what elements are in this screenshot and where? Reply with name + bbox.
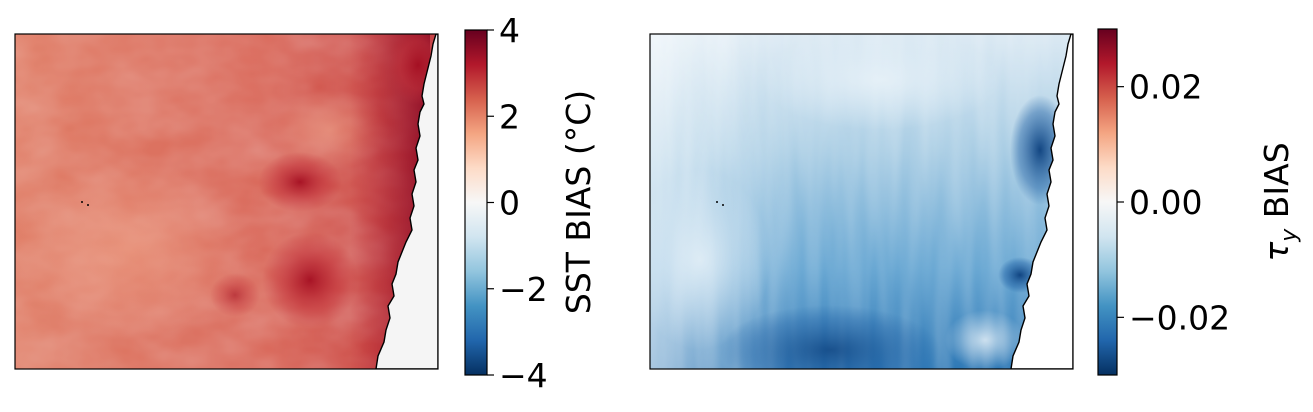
sst-colorbar-label: SST BIAS (°C) <box>559 90 598 314</box>
tau-colorbar-ticks: 0.02 0.00 −0.02 <box>1117 68 1230 337</box>
tau-bias-map <box>650 34 1073 369</box>
sst-map-frame <box>14 33 439 370</box>
colorbar-tick-label: −2 <box>499 270 548 309</box>
tau-label-subscript: y <box>1277 228 1302 243</box>
colorbar-tick-label: 4 <box>499 11 520 50</box>
sst-light-patch <box>15 160 250 340</box>
land-mask <box>1010 34 1073 369</box>
colorbar-tick-label: −4 <box>499 356 548 395</box>
sst-coastal-max <box>388 34 438 105</box>
tau-light-patch <box>945 310 1025 369</box>
land-mask <box>375 34 438 369</box>
island-dot <box>81 201 83 203</box>
tau-colorbar: 0.02 0.00 −0.02 τy BIAS <box>1097 28 1302 376</box>
colorbar-tick-label: 2 <box>499 97 520 136</box>
tau-dark-south <box>720 305 940 369</box>
sst-warm-eddy-south <box>262 232 358 328</box>
sst-bias-map <box>15 34 438 369</box>
sst-colorbar: 4 2 0 −2 −4 SST BIAS (°C) <box>464 11 598 395</box>
colorbar-tick-label: 0 <box>499 184 520 223</box>
tau-label-symbol: τ <box>1257 241 1296 262</box>
colorbar-tick-label: −0.02 <box>1129 298 1230 337</box>
colorbar-tick-label: 0.00 <box>1129 183 1202 222</box>
tau-label-rest: BIAS <box>1257 142 1296 228</box>
colorbar-tick-label: 0.02 <box>1129 68 1202 107</box>
tau-light-patch <box>760 34 1000 130</box>
sst-warm-eddy-north <box>258 152 342 212</box>
tau-light-patch <box>650 170 770 350</box>
tau-colorbar-label: τy BIAS <box>1257 142 1302 261</box>
sst-colorbar-ticks: 4 2 0 −2 −4 <box>487 11 548 395</box>
tau-map-frame <box>649 33 1074 370</box>
sst-colorbar-gradient <box>464 29 488 376</box>
sst-warm-eddy-small <box>210 273 260 317</box>
island-dot <box>87 204 89 206</box>
island-dot <box>722 204 724 206</box>
island-dot <box>716 201 718 203</box>
tau-colorbar-gradient <box>1097 28 1118 376</box>
